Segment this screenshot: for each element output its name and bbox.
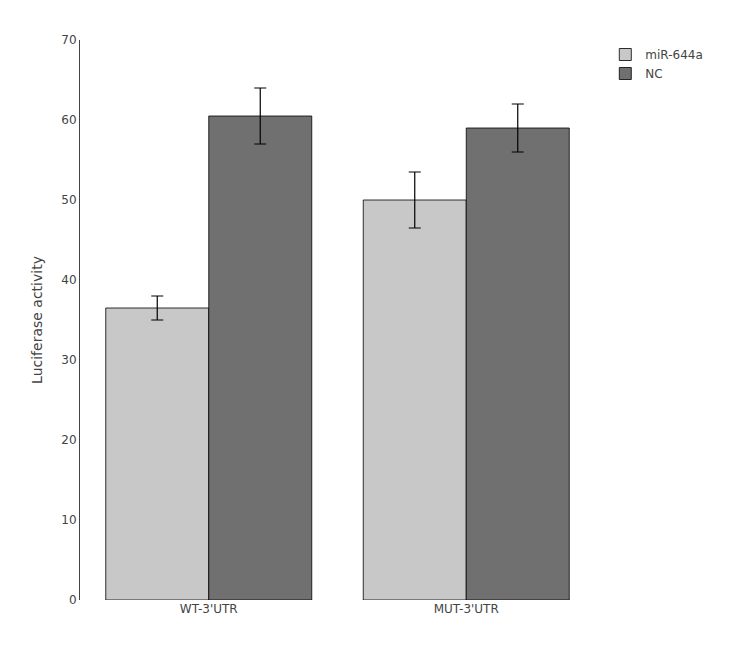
svg-text:WT-3'UTR: WT-3'UTR bbox=[180, 602, 238, 616]
svg-text:0: 0 bbox=[69, 593, 77, 607]
svg-text:70: 70 bbox=[61, 33, 76, 47]
svg-text:10: 10 bbox=[61, 513, 76, 527]
svg-text:20: 20 bbox=[61, 433, 76, 447]
svg-text:miR-644a: miR-644a bbox=[645, 48, 702, 62]
svg-text:MUT-3'UTR: MUT-3'UTR bbox=[434, 602, 499, 616]
svg-text:30: 30 bbox=[61, 353, 76, 367]
svg-text:Luciferase activity: Luciferase activity bbox=[29, 256, 45, 384]
svg-text:NC: NC bbox=[645, 67, 662, 81]
svg-text:50: 50 bbox=[61, 193, 76, 207]
svg-text:40: 40 bbox=[61, 273, 76, 287]
svg-text:60: 60 bbox=[61, 113, 76, 127]
